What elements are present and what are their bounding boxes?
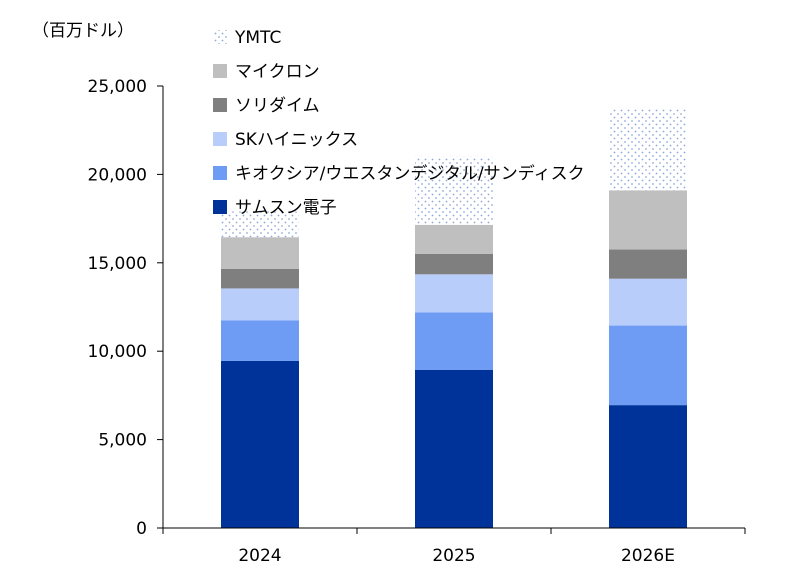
legend-label: キオクシア/ウエスタンデジタル/サンディスク bbox=[235, 163, 585, 184]
y-axis-unit-label: （百万ドル） bbox=[32, 21, 134, 41]
bar-segment-4-2026E bbox=[609, 250, 687, 279]
bar-segment-2-2025 bbox=[415, 312, 493, 369]
bar-segment-3-2026E bbox=[609, 279, 687, 326]
legend-swatch bbox=[213, 64, 227, 78]
bar-segment-1-2026E bbox=[609, 405, 687, 528]
y-tick-label: 10,000 bbox=[88, 342, 147, 362]
bar-segment-4-2024 bbox=[221, 269, 299, 288]
legend-swatch bbox=[213, 132, 227, 146]
bar-segment-1-2025 bbox=[415, 370, 493, 528]
bar-segment-5-2025 bbox=[415, 225, 493, 254]
y-tick-label: 15,000 bbox=[88, 254, 147, 274]
legend-label: マイクロン bbox=[235, 62, 320, 82]
x-axis-ticks: 2024 2025 2026E bbox=[163, 528, 745, 566]
bar-segment-3-2025 bbox=[415, 274, 493, 312]
bar-segment-5-2024 bbox=[221, 237, 299, 269]
x-tick-label: 2026E bbox=[621, 546, 675, 566]
legend-swatch bbox=[213, 200, 227, 214]
bar-segment-1-2024 bbox=[221, 361, 299, 528]
bar-segment-2-2026E bbox=[609, 326, 687, 406]
legend-label: YMTC bbox=[234, 28, 281, 48]
legend-swatch bbox=[213, 166, 227, 180]
bar-segment-3-2024 bbox=[221, 288, 299, 320]
x-tick-label: 2025 bbox=[432, 546, 475, 566]
y-tick-label: 20,000 bbox=[88, 165, 147, 185]
legend-swatch bbox=[213, 98, 227, 112]
bar-segment-5-2026E bbox=[609, 190, 687, 249]
bar-segment-6-2026E bbox=[609, 109, 687, 190]
bar-segment-4-2025 bbox=[415, 254, 493, 274]
legend-swatch bbox=[213, 30, 227, 44]
legend-label: SKハイニックス bbox=[235, 130, 358, 150]
y-axis-ticks: 0 5,000 10,000 15,000 20,000 25,000 bbox=[88, 77, 163, 539]
y-tick-label: 5,000 bbox=[98, 431, 147, 451]
x-tick-label: 2024 bbox=[238, 546, 281, 566]
y-tick-label: 0 bbox=[136, 519, 147, 539]
legend-label: ソリダイム bbox=[235, 96, 320, 116]
bar-segment-2-2024 bbox=[221, 320, 299, 361]
legend-label: サムスン電子 bbox=[235, 198, 337, 218]
y-tick-label: 25,000 bbox=[88, 77, 147, 97]
